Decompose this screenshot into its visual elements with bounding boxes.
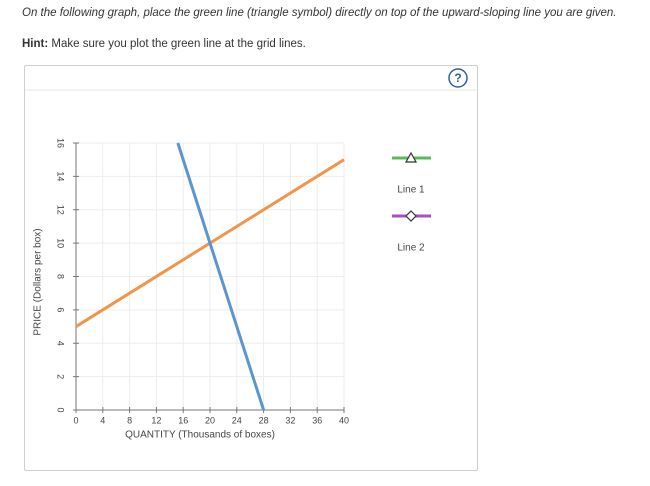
help-icon[interactable]: ?: [454, 71, 461, 85]
y-tick-label: 2: [56, 374, 66, 379]
x-tick-label: 4: [100, 415, 105, 425]
y-tick-label: 12: [56, 205, 66, 215]
instruction: On the following graph, place the green …: [22, 7, 617, 19]
tool-label: Line 1: [397, 185, 425, 196]
x-tick-label: 24: [232, 415, 242, 425]
x-tick-label: 20: [205, 415, 215, 425]
x-tick-label: 0: [73, 415, 78, 425]
y-tick-label: 6: [56, 307, 66, 312]
tool-marker: [404, 151, 418, 163]
help-button[interactable]: [448, 68, 468, 88]
y-tick-label: 4: [56, 341, 66, 346]
tool-marker: [405, 210, 417, 222]
y-axis-label: PRICE (Dollars per box): [33, 228, 44, 335]
x-tick-label: 8: [127, 415, 132, 425]
x-axis-label: QUANTITY (Thousands of boxes): [125, 430, 275, 441]
x-tick-label: 28: [259, 415, 269, 425]
y-tick-label: 8: [56, 274, 66, 279]
x-tick-label: 16: [178, 415, 188, 425]
hint-text: Make sure you plot the green line at the…: [51, 38, 306, 50]
y-tick-label: 10: [56, 238, 66, 248]
x-tick-label: 12: [151, 415, 161, 425]
tool-label: Line 2: [397, 243, 425, 254]
hint-label: Hint:: [22, 38, 49, 50]
graph-panel: [24, 65, 478, 471]
y-tick-label: 14: [56, 171, 66, 181]
hint: Hint: Make sure you plot the green line …: [22, 38, 306, 50]
x-tick-label: 36: [312, 415, 322, 425]
y-tick-label: 16: [56, 138, 66, 148]
x-tick-label: 40: [339, 415, 349, 425]
x-tick-label: 32: [285, 415, 295, 425]
series-line: [176, 142, 266, 411]
y-tick-label: 0: [56, 407, 66, 412]
